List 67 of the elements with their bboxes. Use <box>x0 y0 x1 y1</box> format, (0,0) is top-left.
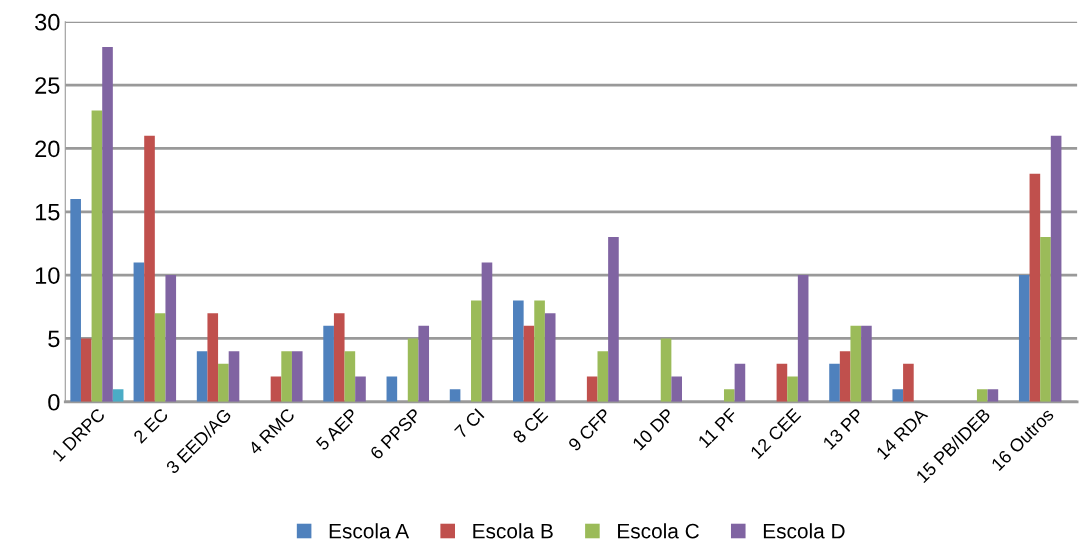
bar <box>513 300 524 402</box>
bar <box>333 313 345 402</box>
bar <box>544 313 556 402</box>
bar <box>976 389 988 402</box>
bar <box>323 325 334 402</box>
bar <box>471 300 482 402</box>
bar <box>586 376 598 402</box>
bar <box>407 338 419 402</box>
bar <box>723 389 735 402</box>
bar <box>418 325 430 402</box>
legend-label: Escola D <box>763 523 845 539</box>
bar <box>1029 173 1041 402</box>
legend-label: Escola C <box>618 523 699 539</box>
y-tick-label: 10 <box>35 267 60 284</box>
x-tick-label: 2 EC <box>132 407 170 444</box>
y-tick-label: 30 <box>35 13 60 31</box>
y-tick-label: 5 <box>48 330 60 348</box>
bar <box>91 110 103 402</box>
bar <box>165 275 177 402</box>
bar <box>523 325 535 402</box>
x-tick-label: 9 CFP <box>567 407 612 452</box>
bar <box>534 300 545 402</box>
bar <box>281 351 292 402</box>
x-tick-label: 11 PF <box>697 407 739 449</box>
legend-label: Escola B <box>473 523 553 539</box>
bar <box>903 363 914 402</box>
bar <box>270 376 282 402</box>
y-tick-label: 0 <box>48 393 60 411</box>
legend-label: Escola A <box>329 523 410 539</box>
y-tick-label: 15 <box>35 204 60 221</box>
x-tick-label: 7 CI <box>453 408 485 439</box>
bar <box>892 389 904 402</box>
bar <box>207 313 219 402</box>
bar <box>154 313 166 402</box>
bar <box>850 325 862 402</box>
bar <box>70 199 81 402</box>
bar <box>291 351 303 402</box>
bar <box>102 47 113 402</box>
bar <box>80 338 92 402</box>
bar <box>608 237 619 402</box>
bar <box>218 363 229 402</box>
bar <box>481 262 493 402</box>
bar <box>734 363 746 402</box>
bar <box>1040 237 1051 402</box>
x-tick-label: 10 DP <box>631 407 675 451</box>
bar <box>660 338 672 402</box>
bar <box>228 351 240 402</box>
bar <box>597 351 609 402</box>
bar <box>355 376 366 402</box>
bar <box>829 363 840 402</box>
bar <box>144 135 155 402</box>
y-tick-label: 25 <box>35 77 60 94</box>
bar <box>839 351 851 402</box>
bar <box>344 351 356 402</box>
bar <box>1050 135 1062 402</box>
bar <box>797 275 809 402</box>
x-tick-label: 13 PP <box>822 407 865 450</box>
bar <box>386 376 398 402</box>
y-tick-label: 20 <box>35 140 60 158</box>
bar <box>776 363 788 402</box>
bar <box>787 376 798 402</box>
x-tick-label: 8 CE <box>512 407 549 444</box>
bar <box>1018 275 1030 402</box>
bar <box>196 351 208 402</box>
bar <box>861 325 872 402</box>
bar <box>133 262 145 402</box>
bar <box>671 376 682 402</box>
